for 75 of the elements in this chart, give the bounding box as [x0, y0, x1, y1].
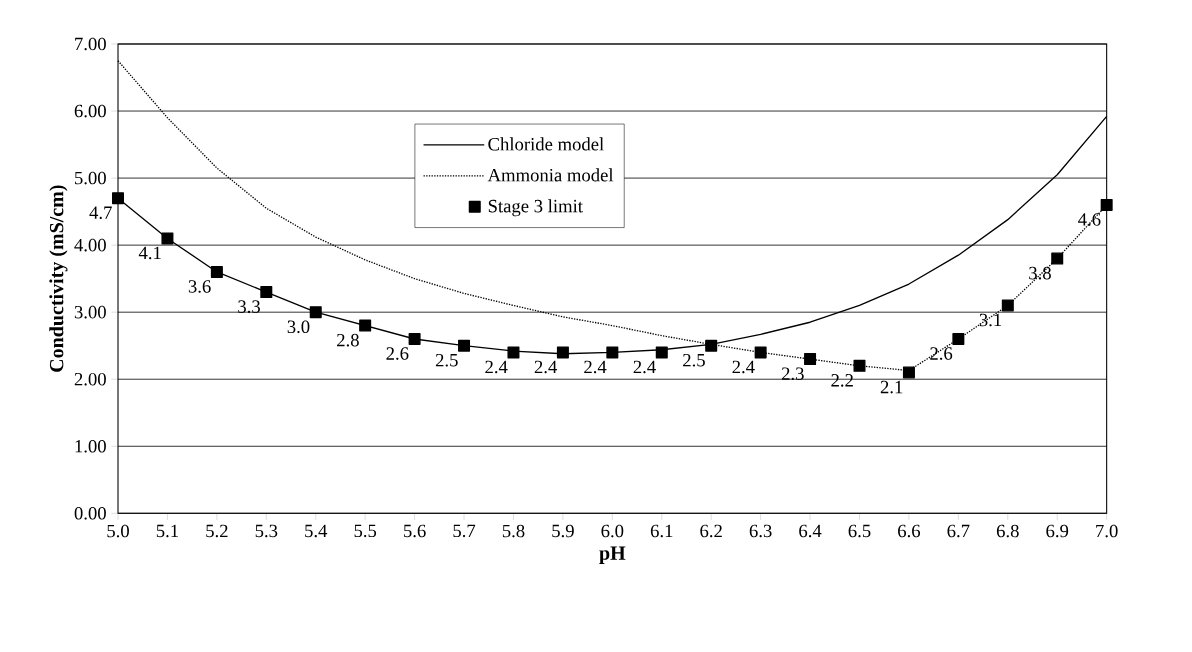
point [309, 306, 322, 319]
point [655, 346, 668, 359]
x-tick-label: 6.4 [799, 524, 822, 538]
point [260, 286, 273, 299]
x-tick-label: 6.7 [947, 524, 970, 538]
point [408, 333, 421, 345]
x-tick-label: 6.9 [1046, 524, 1069, 538]
data-label: 2.4 [732, 360, 755, 374]
data-label: 2.4 [485, 360, 508, 374]
y-tick-label: 0.00 [74, 506, 106, 520]
x-tick-label: 5.1 [156, 524, 178, 538]
y-tick-label: 7.00 [75, 37, 106, 51]
point [458, 339, 471, 352]
point [853, 359, 866, 372]
x-tick-label: 5.9 [552, 524, 574, 538]
x-tick-label: 6.5 [848, 524, 871, 538]
data-label: 3.1 [979, 313, 1002, 327]
point [902, 366, 915, 379]
y-tick-label: 2.00 [74, 372, 106, 386]
y-tick-label: 6.00 [74, 104, 106, 118]
point [1051, 252, 1064, 265]
data-label: 2.6 [930, 347, 953, 360]
point [507, 346, 520, 359]
data-label: 3.3 [238, 300, 260, 313]
data-label: 2.1 [880, 380, 903, 394]
y-axis-title: Conductivity (mS/cm) [49, 185, 68, 372]
legend-label: Chloride model [488, 137, 604, 151]
legend-label: Ammonia model [487, 168, 614, 182]
data-label: 2.8 [337, 333, 359, 347]
data-label: 2.3 [781, 367, 804, 381]
y-tick-label: 1.00 [75, 439, 106, 453]
point [804, 353, 817, 366]
x-tick-label: 6.1 [650, 524, 673, 538]
point [210, 265, 223, 278]
point [161, 232, 174, 245]
data-label: 3.6 [188, 280, 211, 293]
data-label: 3.8 [1029, 266, 1051, 280]
data-label: 2.6 [386, 347, 409, 360]
data-label: 2.5 [683, 353, 705, 367]
x-axis-title: pH [599, 546, 626, 564]
data-label: 3.0 [287, 320, 310, 334]
y-tick-label: 5.00 [75, 171, 106, 185]
x-tick-label: 6.3 [749, 524, 772, 538]
x-tick-label: 5.2 [206, 524, 228, 538]
x-tick-label: 5.5 [354, 524, 377, 538]
x-tick-label: 6.6 [898, 524, 921, 538]
point [754, 346, 767, 359]
x-tick-label: 6.2 [700, 524, 722, 538]
point [556, 346, 569, 359]
legend-label: Stage 3 limit [488, 199, 583, 217]
data-label: 2.4 [584, 360, 607, 374]
point [1100, 198, 1113, 211]
x-tick-label: 5.3 [255, 524, 278, 538]
point [952, 333, 965, 345]
point [606, 346, 619, 359]
data-label: 2.4 [633, 360, 656, 374]
data-label: 4.1 [138, 246, 161, 260]
y-tick-label: 3.00 [74, 305, 106, 319]
point [705, 339, 718, 352]
point [1001, 299, 1014, 312]
point [359, 319, 372, 332]
x-tick-label: 5.6 [404, 524, 426, 538]
x-tick-label: 6.0 [601, 524, 624, 538]
x-tick-label: 5.4 [305, 524, 328, 538]
y-tick-label: 4.00 [74, 238, 106, 252]
x-tick-label: 6.8 [996, 524, 1019, 538]
point [112, 192, 125, 205]
data-label: 2.5 [435, 353, 458, 367]
x-tick-label: 7.0 [1096, 524, 1118, 538]
data-label: 4.7 [89, 206, 112, 220]
data-label: 4.6 [1078, 213, 1101, 226]
x-tick-label: 5.7 [453, 524, 476, 538]
x-tick-label: 5.8 [502, 524, 525, 538]
data-label: 2.4 [534, 360, 558, 374]
x-tick-label: 5.0 [107, 524, 129, 538]
